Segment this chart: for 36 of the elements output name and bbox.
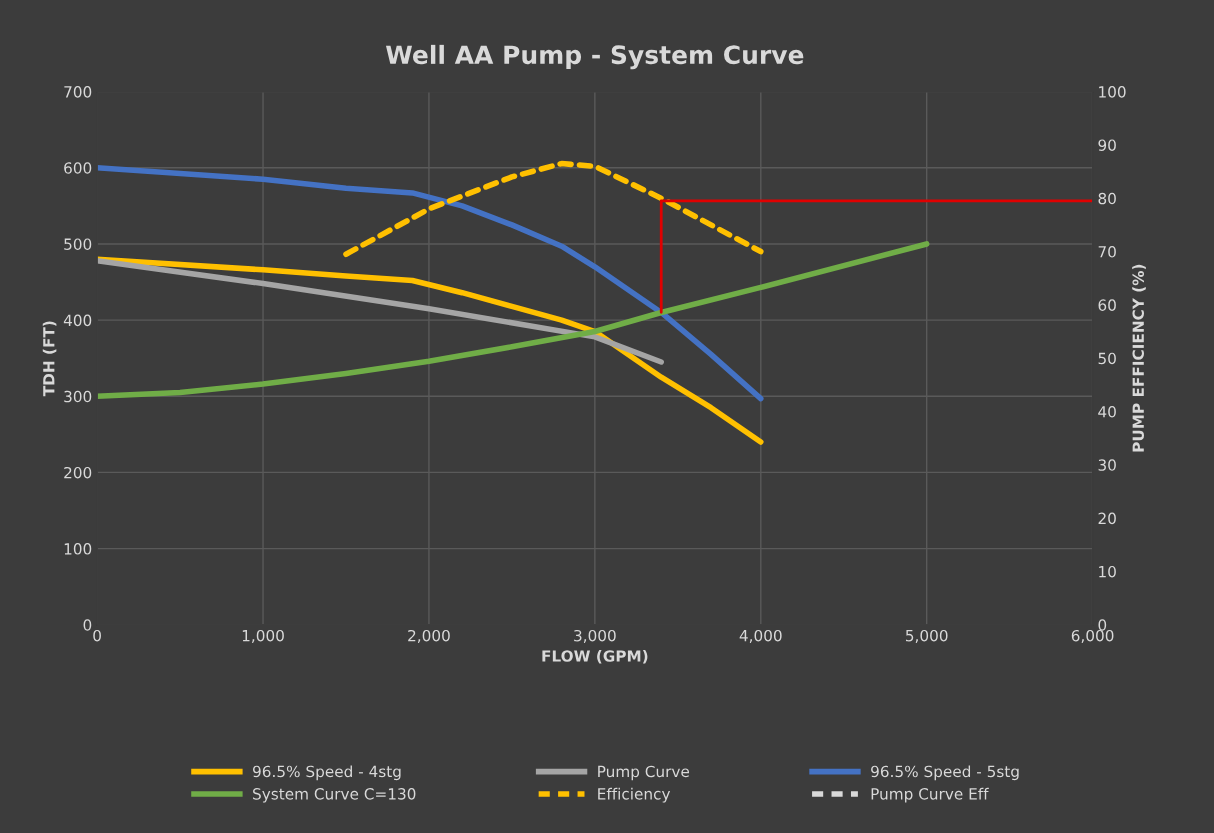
- y2-tick-label: 60: [1098, 299, 1116, 311]
- legend-label: 96.5% Speed - 5stg: [871, 765, 1019, 781]
- y-tick-label: 600: [64, 162, 92, 174]
- y-tick-label: 500: [64, 238, 92, 250]
- y-tick-label: 300: [64, 390, 92, 403]
- x-tick-label: 1,000: [242, 629, 284, 643]
- legend-label: Pump Curve Eff: [871, 787, 989, 803]
- x-tick-label: 0: [93, 629, 101, 642]
- legend-label: Pump Curve: [598, 765, 690, 781]
- y2-tick-label: 10: [1099, 565, 1116, 578]
- y2-tick-label: 20: [1098, 512, 1116, 525]
- y2-tick-label: 50: [1098, 352, 1116, 365]
- legend-label: Efficiency: [598, 787, 671, 803]
- x-axis-title: FLOW (GPM): [542, 649, 648, 664]
- y2-tick-label: 30: [1098, 459, 1116, 471]
- legend-label: System Curve C=130: [253, 788, 416, 803]
- y2-tick-label: 40: [1098, 405, 1116, 418]
- x-tick-label: 5,000: [906, 629, 948, 643]
- y-tick-label: 0: [83, 619, 92, 631]
- chart-title: Well AA Pump - System Curve: [385, 44, 804, 70]
- y-tick-label: 200: [64, 466, 92, 479]
- y-tick-label: 100: [64, 543, 92, 555]
- y2-tick-label: 100: [1099, 86, 1126, 98]
- y-tick-label: 400: [63, 314, 92, 327]
- legend-label: 96.5% Speed - 4stg: [253, 765, 401, 781]
- x-tick-label: 6,000: [1071, 629, 1114, 643]
- y2-tick-label: 80: [1098, 192, 1116, 205]
- y2-tick-label: 0: [1098, 619, 1107, 631]
- y2-axis-title: PUMP EFFICIENCY (%): [1132, 264, 1146, 452]
- x-tick-label: 4,000: [739, 629, 782, 643]
- y2-tick-label: 90: [1098, 139, 1116, 151]
- y-axis-title: TDH (FT): [42, 321, 57, 397]
- x-tick-label: 3,000: [574, 629, 616, 643]
- x-tick-label: 2,000: [408, 629, 450, 643]
- y-tick-label: 700: [64, 86, 92, 98]
- y2-tick-label: 70: [1098, 246, 1116, 258]
